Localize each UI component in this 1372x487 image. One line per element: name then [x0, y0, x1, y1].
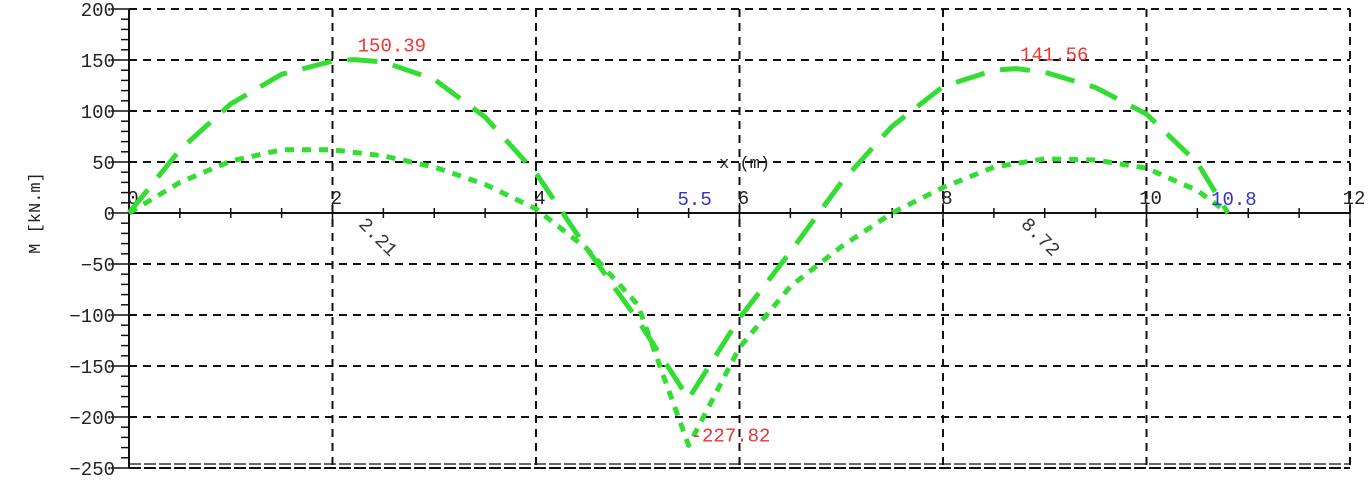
y-tick-label: 0 [104, 204, 115, 226]
y-tick-label: −250 [69, 459, 115, 481]
x-axis-title: x (m) [719, 155, 770, 174]
y-axis-title: M [kN.m] [27, 172, 46, 254]
annotations: 150.39 141.56 -227.82 5.5 10.8 2.21 8.72 [354, 36, 1257, 448]
y-tick-label: −200 [69, 408, 115, 430]
y-tick-labels: 200 150 100 50 0 −50 −100 −150 −200 −250 [69, 0, 115, 481]
annotation-label: 10.8 [1211, 189, 1257, 211]
annotation-label: 8.72 [1016, 214, 1064, 262]
y-tick-label: 50 [92, 153, 115, 175]
y-tick-label: −150 [69, 357, 115, 379]
y-tick-label: −50 [81, 255, 115, 277]
x-tick-label: 6 [738, 188, 749, 210]
series-lines [127, 57, 1231, 448]
annotation-label: 5.5 [678, 189, 712, 211]
x-tick-label: 8 [941, 188, 952, 210]
x-tick-labels: 0 2 4 6 8 10 12 [127, 188, 1365, 210]
annotation-label: 2.21 [354, 214, 402, 262]
y-tick-label: 150 [81, 51, 115, 73]
grid-lines [129, 8, 1351, 469]
series-line-2 [127, 147, 1230, 448]
y-tick-label: 200 [81, 0, 115, 22]
y-tick-label: −100 [69, 306, 115, 328]
annotation-label: 141.56 [1020, 45, 1088, 67]
x-tick-label: 4 [534, 188, 545, 210]
axes [111, 8, 1351, 469]
annotation-label: -227.82 [691, 425, 771, 447]
annotation-label: 150.39 [358, 36, 426, 58]
x-tick-label: 2 [331, 188, 342, 210]
y-tick-label: 100 [81, 102, 115, 124]
x-tick-label: 10 [1139, 188, 1162, 210]
x-tick-label: 0 [127, 188, 138, 210]
x-tick-label: 12 [1343, 188, 1366, 210]
